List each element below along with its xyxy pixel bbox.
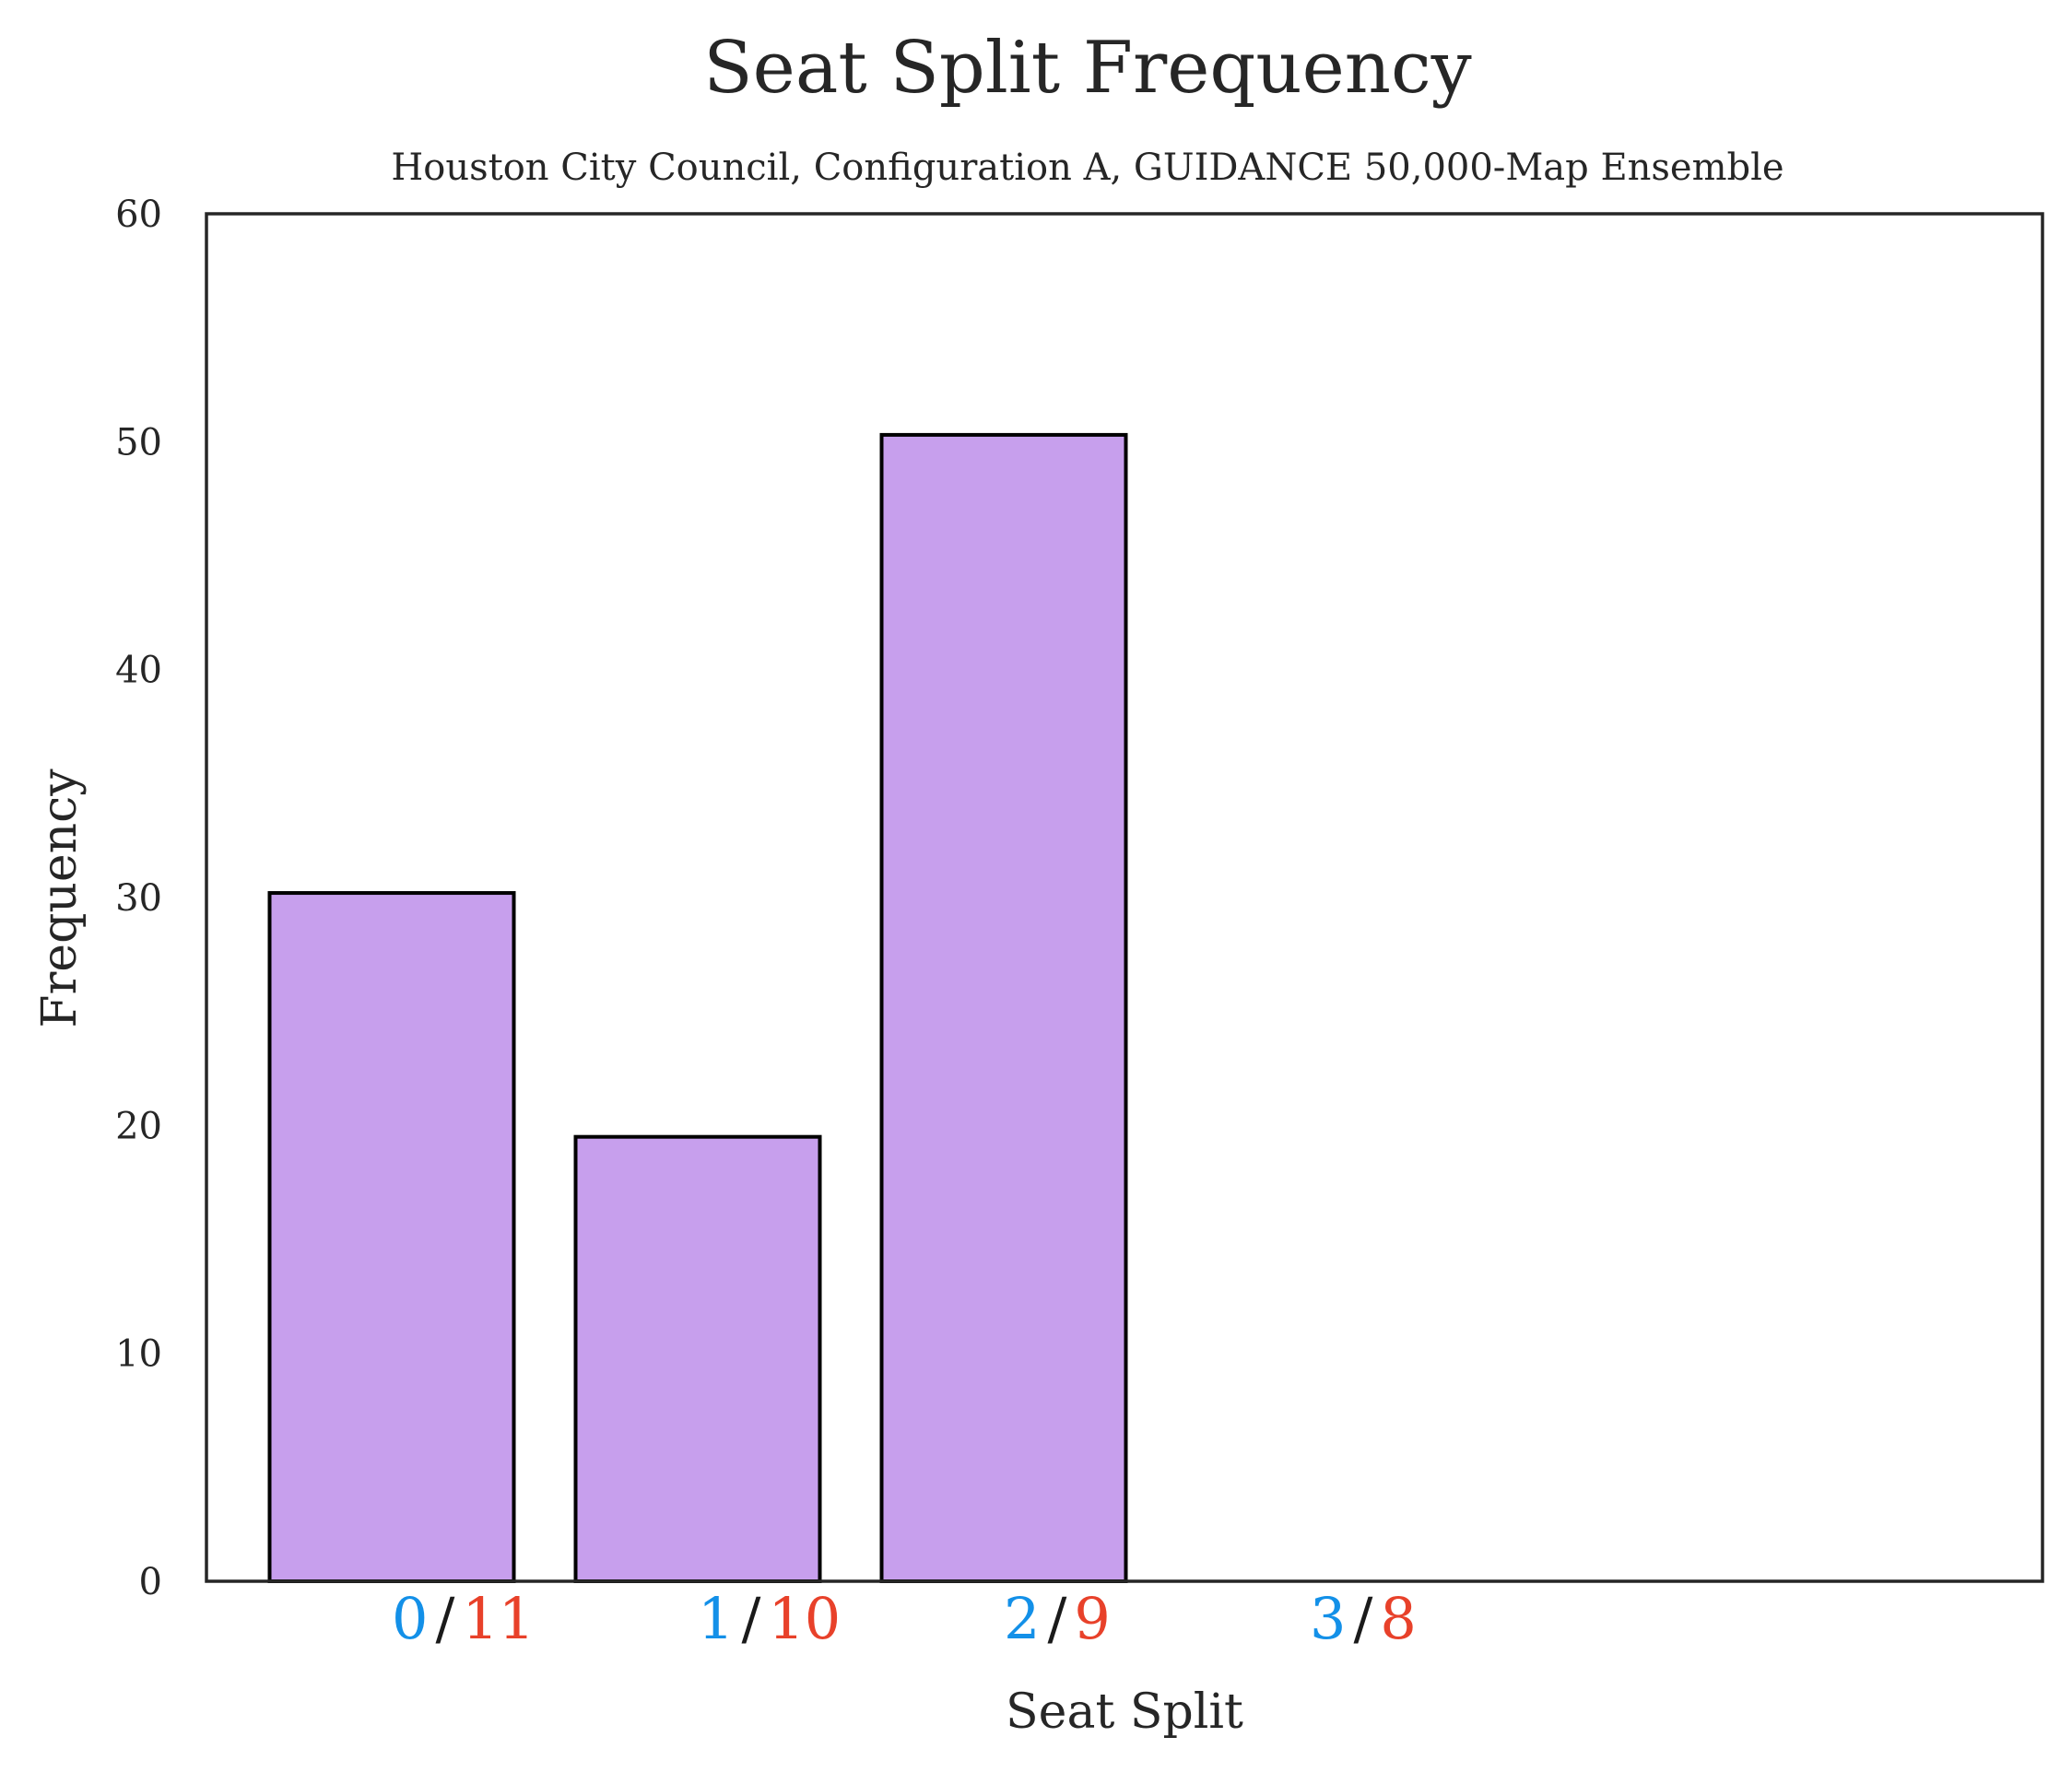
split-right: 10: [768, 1585, 841, 1652]
split-left: 1: [698, 1585, 734, 1652]
y-tick-label: 30: [115, 877, 162, 920]
x-tick-label: 1/10: [698, 1585, 841, 1652]
split-right: 11: [462, 1585, 535, 1652]
y-tick-label: 40: [115, 650, 162, 692]
split-separator: /: [1047, 1585, 1066, 1652]
x-tick-labels: 0/11 1/10 2/9 3/8: [392, 1585, 1417, 1652]
x-tick-label: 0/11: [392, 1585, 535, 1652]
split-left: 3: [1310, 1585, 1346, 1652]
split-separator: /: [741, 1585, 760, 1652]
y-tick-label: 20: [115, 1105, 162, 1147]
y-tick-label: 60: [115, 194, 162, 236]
x-tick-label: 2/9: [1004, 1585, 1111, 1652]
split-right: 8: [1380, 1585, 1416, 1652]
plot-frame: [205, 212, 2044, 1583]
bar-1: [573, 1134, 822, 1583]
split-left: 0: [392, 1585, 428, 1652]
chart-title: Seat Split Frequency: [703, 27, 1472, 110]
y-tick-label: 10: [115, 1333, 162, 1376]
y-tick-label: 50: [115, 421, 162, 464]
x-tick-label: 3/8: [1310, 1585, 1417, 1652]
chart-subtitle: Houston City Council, Configuration A, G…: [391, 147, 1784, 189]
split-separator: /: [1353, 1585, 1372, 1652]
bars-group: [267, 432, 1128, 1583]
bar-0: [267, 891, 516, 1583]
y-axis-label: Frequency: [32, 769, 88, 1028]
bar-2: [879, 432, 1128, 1583]
y-tick-label: 0: [139, 1561, 162, 1603]
split-left: 2: [1004, 1585, 1040, 1652]
split-right: 9: [1074, 1585, 1110, 1652]
y-tick-labels: 0 10 20 30 40 50 60: [115, 194, 162, 1603]
split-separator: /: [435, 1585, 454, 1652]
x-axis-label: Seat Split: [1006, 1684, 1243, 1740]
